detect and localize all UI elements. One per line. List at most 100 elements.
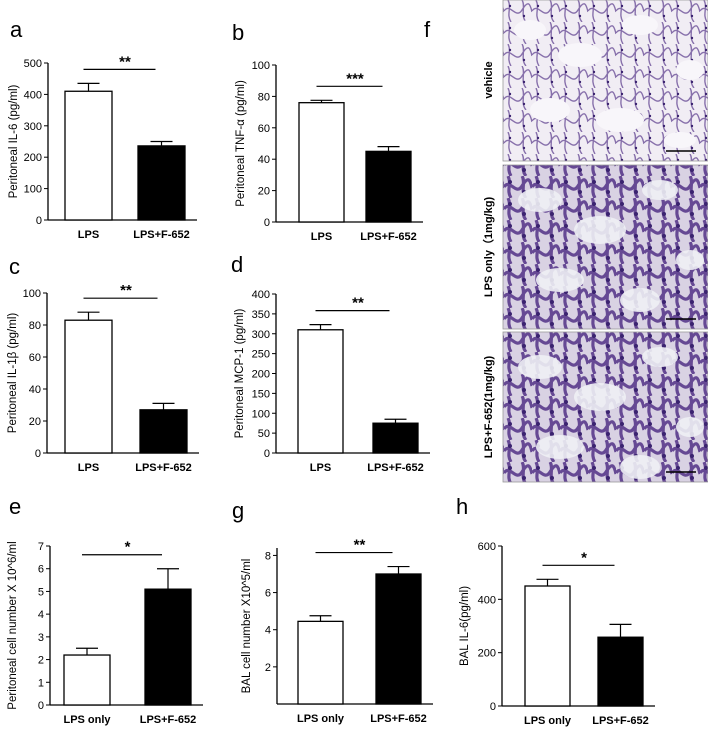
y-tick-label: 400 <box>24 89 42 101</box>
y-tick-label: 250 <box>252 349 270 361</box>
panel-label: e <box>9 494 21 519</box>
panel-label: d <box>231 252 243 277</box>
airspace <box>642 180 678 200</box>
histology-panel-f: f vehicle LPS only（1mg/kg) LPS+F-652(1mg/kg… <box>424 0 708 483</box>
y-tick-label: 6 <box>265 588 271 600</box>
significance-stars: * <box>581 549 587 566</box>
chart-panel-h: h 0 200 400 600 BAL IL-6(pg/ml) LPS only LPS+F-… <box>456 494 655 727</box>
airspace <box>536 435 584 459</box>
airspace <box>620 288 660 312</box>
category-label: LPS+F-652 <box>135 462 192 474</box>
category-label: LPS only <box>63 714 111 726</box>
y-tick-label: 300 <box>252 329 270 341</box>
bar <box>375 573 422 705</box>
airspace <box>574 216 626 244</box>
airspace <box>664 132 696 148</box>
y-tick-label: 4 <box>265 625 271 637</box>
y-tick-label: 4 <box>38 609 44 621</box>
y-axis-label: BAL IL-6(pg/ml) <box>459 586 471 666</box>
bar <box>297 620 344 705</box>
y-tick-label: 80 <box>258 91 270 103</box>
panel-label: c <box>9 254 20 279</box>
airspace <box>530 98 570 122</box>
category-label: LPS <box>78 462 99 474</box>
airspace <box>676 60 704 80</box>
y-axis-label: Peritoneal IL-1β (pg/ml) <box>7 313 19 434</box>
category-label: LPS+F-652 <box>133 229 190 241</box>
y-tick-label: 80 <box>29 320 41 332</box>
y-tick-label: 600 <box>478 541 496 553</box>
airspace <box>518 188 562 212</box>
y-tick-label: 40 <box>258 154 270 166</box>
histology-row-label: LPS only（1mg/kg) <box>482 197 495 298</box>
y-tick-label: 0 <box>264 217 270 229</box>
bar <box>137 145 186 221</box>
y-tick-label: 2 <box>38 655 44 667</box>
airspace <box>642 347 678 367</box>
y-tick-label: 200 <box>252 369 270 381</box>
y-tick-label: 7 <box>38 541 44 553</box>
y-tick-label: 400 <box>478 594 496 606</box>
airspace <box>676 250 704 270</box>
significance-stars: ** <box>352 295 364 312</box>
y-axis-label: Peritoneal IL-6 (pg/ml) <box>8 84 20 198</box>
bar <box>64 319 113 454</box>
panel-label: f <box>424 17 431 42</box>
y-tick-label: 3 <box>38 632 44 644</box>
y-axis-label: Peritoneal TNF-α (pg/ml) <box>235 80 247 207</box>
histology-row-label: vehicle <box>483 61 495 98</box>
category-label: LPS <box>311 231 332 243</box>
y-tick-label: 200 <box>24 152 42 164</box>
y-tick-label: 60 <box>258 123 270 135</box>
y-tick-label: 200 <box>478 648 496 660</box>
panel-label: a <box>10 17 23 42</box>
category-label: LPS+F-652 <box>592 715 649 727</box>
panel-label: g <box>232 498 244 523</box>
category-label: LPS only <box>524 715 572 727</box>
airspace <box>620 455 660 479</box>
airspace <box>514 20 546 40</box>
chart-panel-g: g 2 4 6 8 BAL cell number X10^5/ml LPS only LPS… <box>232 498 433 725</box>
y-tick-label: 20 <box>29 416 41 428</box>
category-label: LPS <box>310 462 331 474</box>
y-tick-label: 1 <box>38 677 44 689</box>
y-axis-label: BAL cell number X10^5/ml <box>241 559 253 694</box>
y-tick-label: 150 <box>252 388 270 400</box>
category-label: LPS+F-652 <box>367 462 424 474</box>
chart-panel-e: e 0 1 2 3 4 5 6 7 Peritoneal cell number X 10^6/m… <box>7 494 203 726</box>
category-label: LPS <box>78 229 99 241</box>
bar <box>297 329 344 454</box>
bar <box>524 585 571 707</box>
bar <box>597 636 644 707</box>
significance-stars: * <box>125 539 131 556</box>
significance-stars: ** <box>354 537 366 554</box>
y-tick-label: 100 <box>252 60 270 72</box>
y-tick-label: 20 <box>258 186 270 198</box>
significance-stars: *** <box>346 70 364 87</box>
y-axis-label: Peritoneal MCP-1 (pg/ml) <box>234 308 246 438</box>
histology-row-label: LPS+F-652(1mg/kg) <box>483 355 495 458</box>
y-tick-label: 8 <box>265 550 271 562</box>
chart-panel-a: a 0 100 200 300 400 500 Peritoneal IL-6 (pg/ml)… <box>8 17 197 241</box>
y-tick-label: 40 <box>29 384 41 396</box>
y-tick-label: 0 <box>264 448 270 460</box>
y-tick-label: 400 <box>252 289 270 301</box>
airspace <box>676 417 704 437</box>
category-label: LPS+F-652 <box>370 713 427 725</box>
y-tick-label: 0 <box>38 700 44 712</box>
y-tick-label: 2 <box>265 662 271 674</box>
category-label: LPS+F-652 <box>360 231 417 243</box>
y-tick-label: 300 <box>24 121 42 133</box>
significance-stars: ** <box>119 53 131 70</box>
bar <box>63 654 111 706</box>
y-tick-label: 100 <box>24 184 42 196</box>
chart-panel-d: d 0 50 100 150 200 250 300 350 400 Peritoneal MCP-… <box>231 252 430 474</box>
y-tick-label: 500 <box>24 58 42 70</box>
bar <box>64 90 113 221</box>
y-tick-label: 0 <box>35 448 41 460</box>
y-tick-label: 6 <box>38 564 44 576</box>
y-tick-label: 0 <box>490 701 496 713</box>
category-label: LPS only <box>297 713 345 725</box>
airspace <box>536 268 584 292</box>
